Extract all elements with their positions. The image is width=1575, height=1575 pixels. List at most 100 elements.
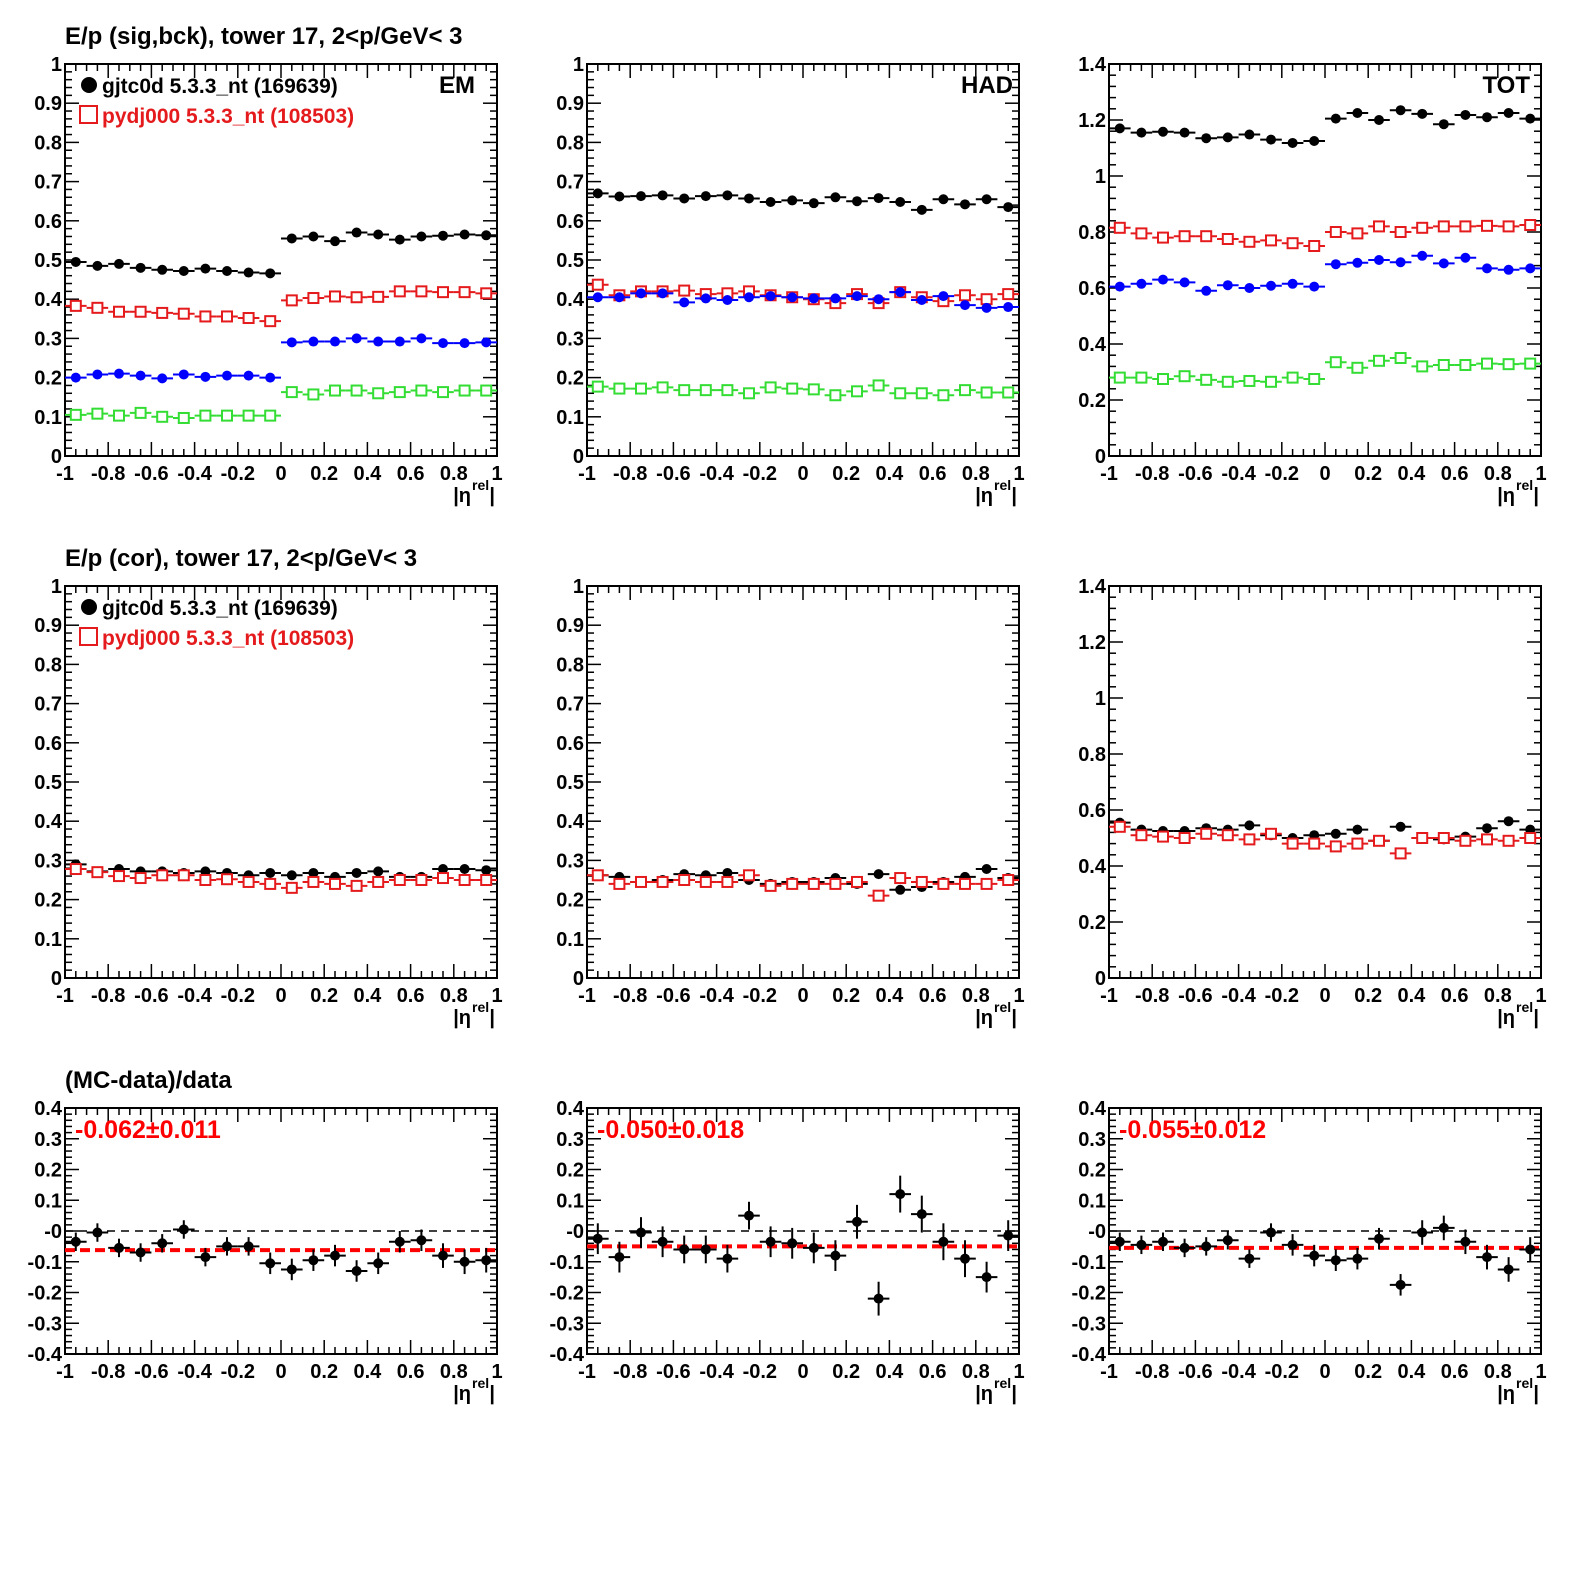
data-point — [373, 229, 384, 240]
mc-point — [415, 874, 428, 886]
green-point — [743, 387, 755, 400]
blue-point — [592, 292, 603, 303]
y-tick-label: 0.1 — [1078, 1190, 1106, 1212]
blue-point — [765, 291, 776, 302]
ratio-point — [1179, 1242, 1190, 1253]
blue-point — [1503, 264, 1514, 275]
mc-point — [437, 872, 449, 885]
x-tick-label: 0.6 — [1441, 985, 1469, 1007]
mc-point — [1221, 829, 1234, 842]
mc-point — [69, 863, 82, 876]
green-point — [1329, 356, 1342, 369]
ratio-point — [1503, 1264, 1514, 1275]
mc-point — [1416, 832, 1429, 844]
y-tick-label: 1.2 — [1078, 110, 1106, 132]
mc-point — [1135, 227, 1148, 240]
mc-point — [285, 294, 298, 307]
y-tick-label: -0.4 — [550, 1344, 585, 1366]
ratio-point — [135, 1247, 146, 1258]
y-tick-label: 0 — [1095, 446, 1106, 468]
ratio-point — [1525, 1244, 1536, 1255]
ratio-point — [481, 1255, 492, 1266]
ratio-point — [938, 1236, 949, 1247]
x-tick-label: 0.8 — [962, 463, 990, 485]
blue-point — [308, 336, 319, 347]
mc-point — [1394, 226, 1407, 238]
panel-1-1: 00.10.20.30.40.50.60.70.80.91-1 -0.8 -0.6-… — [556, 576, 1024, 1029]
mc-point — [1265, 234, 1277, 247]
x-tick-label: -1 — [56, 463, 74, 485]
x-tick-label: -0.8 — [91, 985, 125, 1007]
green-point — [1373, 354, 1385, 367]
x-tick-label: 0.2 — [832, 463, 860, 485]
x-axis-label-bar: | — [1011, 1383, 1017, 1405]
y-tick-label: 0.7 — [556, 694, 584, 716]
ratio-point — [1352, 1253, 1363, 1264]
data-point — [1309, 136, 1320, 146]
green-point — [678, 384, 691, 397]
blue-point — [1525, 263, 1536, 274]
x-tick-label: 0.2 — [1354, 1361, 1382, 1383]
x-tick-label: 0.2 — [832, 1361, 860, 1383]
y-tick-label: -0.3 — [550, 1313, 584, 1335]
mc-point — [113, 870, 125, 883]
green-point — [415, 384, 428, 397]
blue-point — [1244, 283, 1255, 293]
mc-point — [91, 866, 104, 879]
data-point — [722, 190, 733, 201]
green-point — [807, 383, 820, 396]
x-tick-label: 1 — [491, 1361, 502, 1383]
x-tick-label: 1 — [1535, 1361, 1546, 1383]
blue-point — [722, 294, 733, 305]
y-tick-label: -0.3 — [1072, 1313, 1106, 1335]
green-point — [1416, 360, 1429, 373]
x-tick-label: 0.8 — [440, 985, 468, 1007]
y-tick-label: 0.2 — [556, 890, 584, 912]
blue-point — [873, 294, 884, 305]
green-point — [1308, 373, 1321, 385]
mc-point — [699, 875, 712, 888]
y-tick-label: 0.1 — [556, 929, 584, 951]
ratio-point — [438, 1250, 448, 1261]
green-point — [221, 409, 233, 422]
blue-point — [1222, 280, 1233, 291]
x-tick-label: 0 — [797, 985, 808, 1007]
ratio-point — [178, 1224, 189, 1235]
green-point — [1502, 358, 1515, 371]
y-tick-label: 0.1 — [556, 407, 584, 429]
mc-point — [1002, 874, 1015, 886]
ratio-point — [722, 1253, 733, 1264]
x-tick-label: -0.6 — [1178, 1361, 1212, 1383]
blue-point — [895, 287, 906, 298]
y-tick-label: 0.5 — [556, 772, 584, 794]
blue-point — [351, 333, 362, 344]
mc-point — [134, 305, 147, 318]
y-tick-label: 0.1 — [34, 407, 62, 429]
x-tick-label: -1 — [56, 1361, 74, 1383]
mc-point — [1394, 847, 1407, 860]
x-tick-label: -0.4 — [177, 463, 212, 485]
data-point — [981, 194, 992, 205]
x-tick-label: -0.4 — [177, 985, 212, 1007]
x-tick-label: 0.4 — [875, 985, 904, 1007]
ratio-point — [592, 1233, 603, 1244]
x-tick-label: 0.4 — [353, 463, 382, 485]
x-tick-label: -0.6 — [134, 1361, 168, 1383]
y-tick-label: 0.8 — [556, 654, 584, 676]
mc-point — [350, 291, 363, 304]
data-point — [1352, 108, 1363, 118]
data-point — [1417, 108, 1428, 119]
y-tick-label: 0.4 — [34, 811, 63, 833]
mc-point — [264, 315, 277, 328]
data-point — [700, 191, 711, 202]
mc-point — [1113, 820, 1126, 833]
data-point — [1244, 820, 1255, 831]
y-tick-label: -0.1 — [28, 1252, 62, 1274]
green-point — [329, 384, 341, 397]
blue-point — [1266, 280, 1276, 291]
blue-point — [830, 293, 841, 304]
mc-point — [613, 877, 626, 890]
x-axis-label-bar: | — [1533, 1007, 1539, 1029]
blue-point — [1417, 250, 1428, 261]
mc-point — [329, 290, 341, 303]
